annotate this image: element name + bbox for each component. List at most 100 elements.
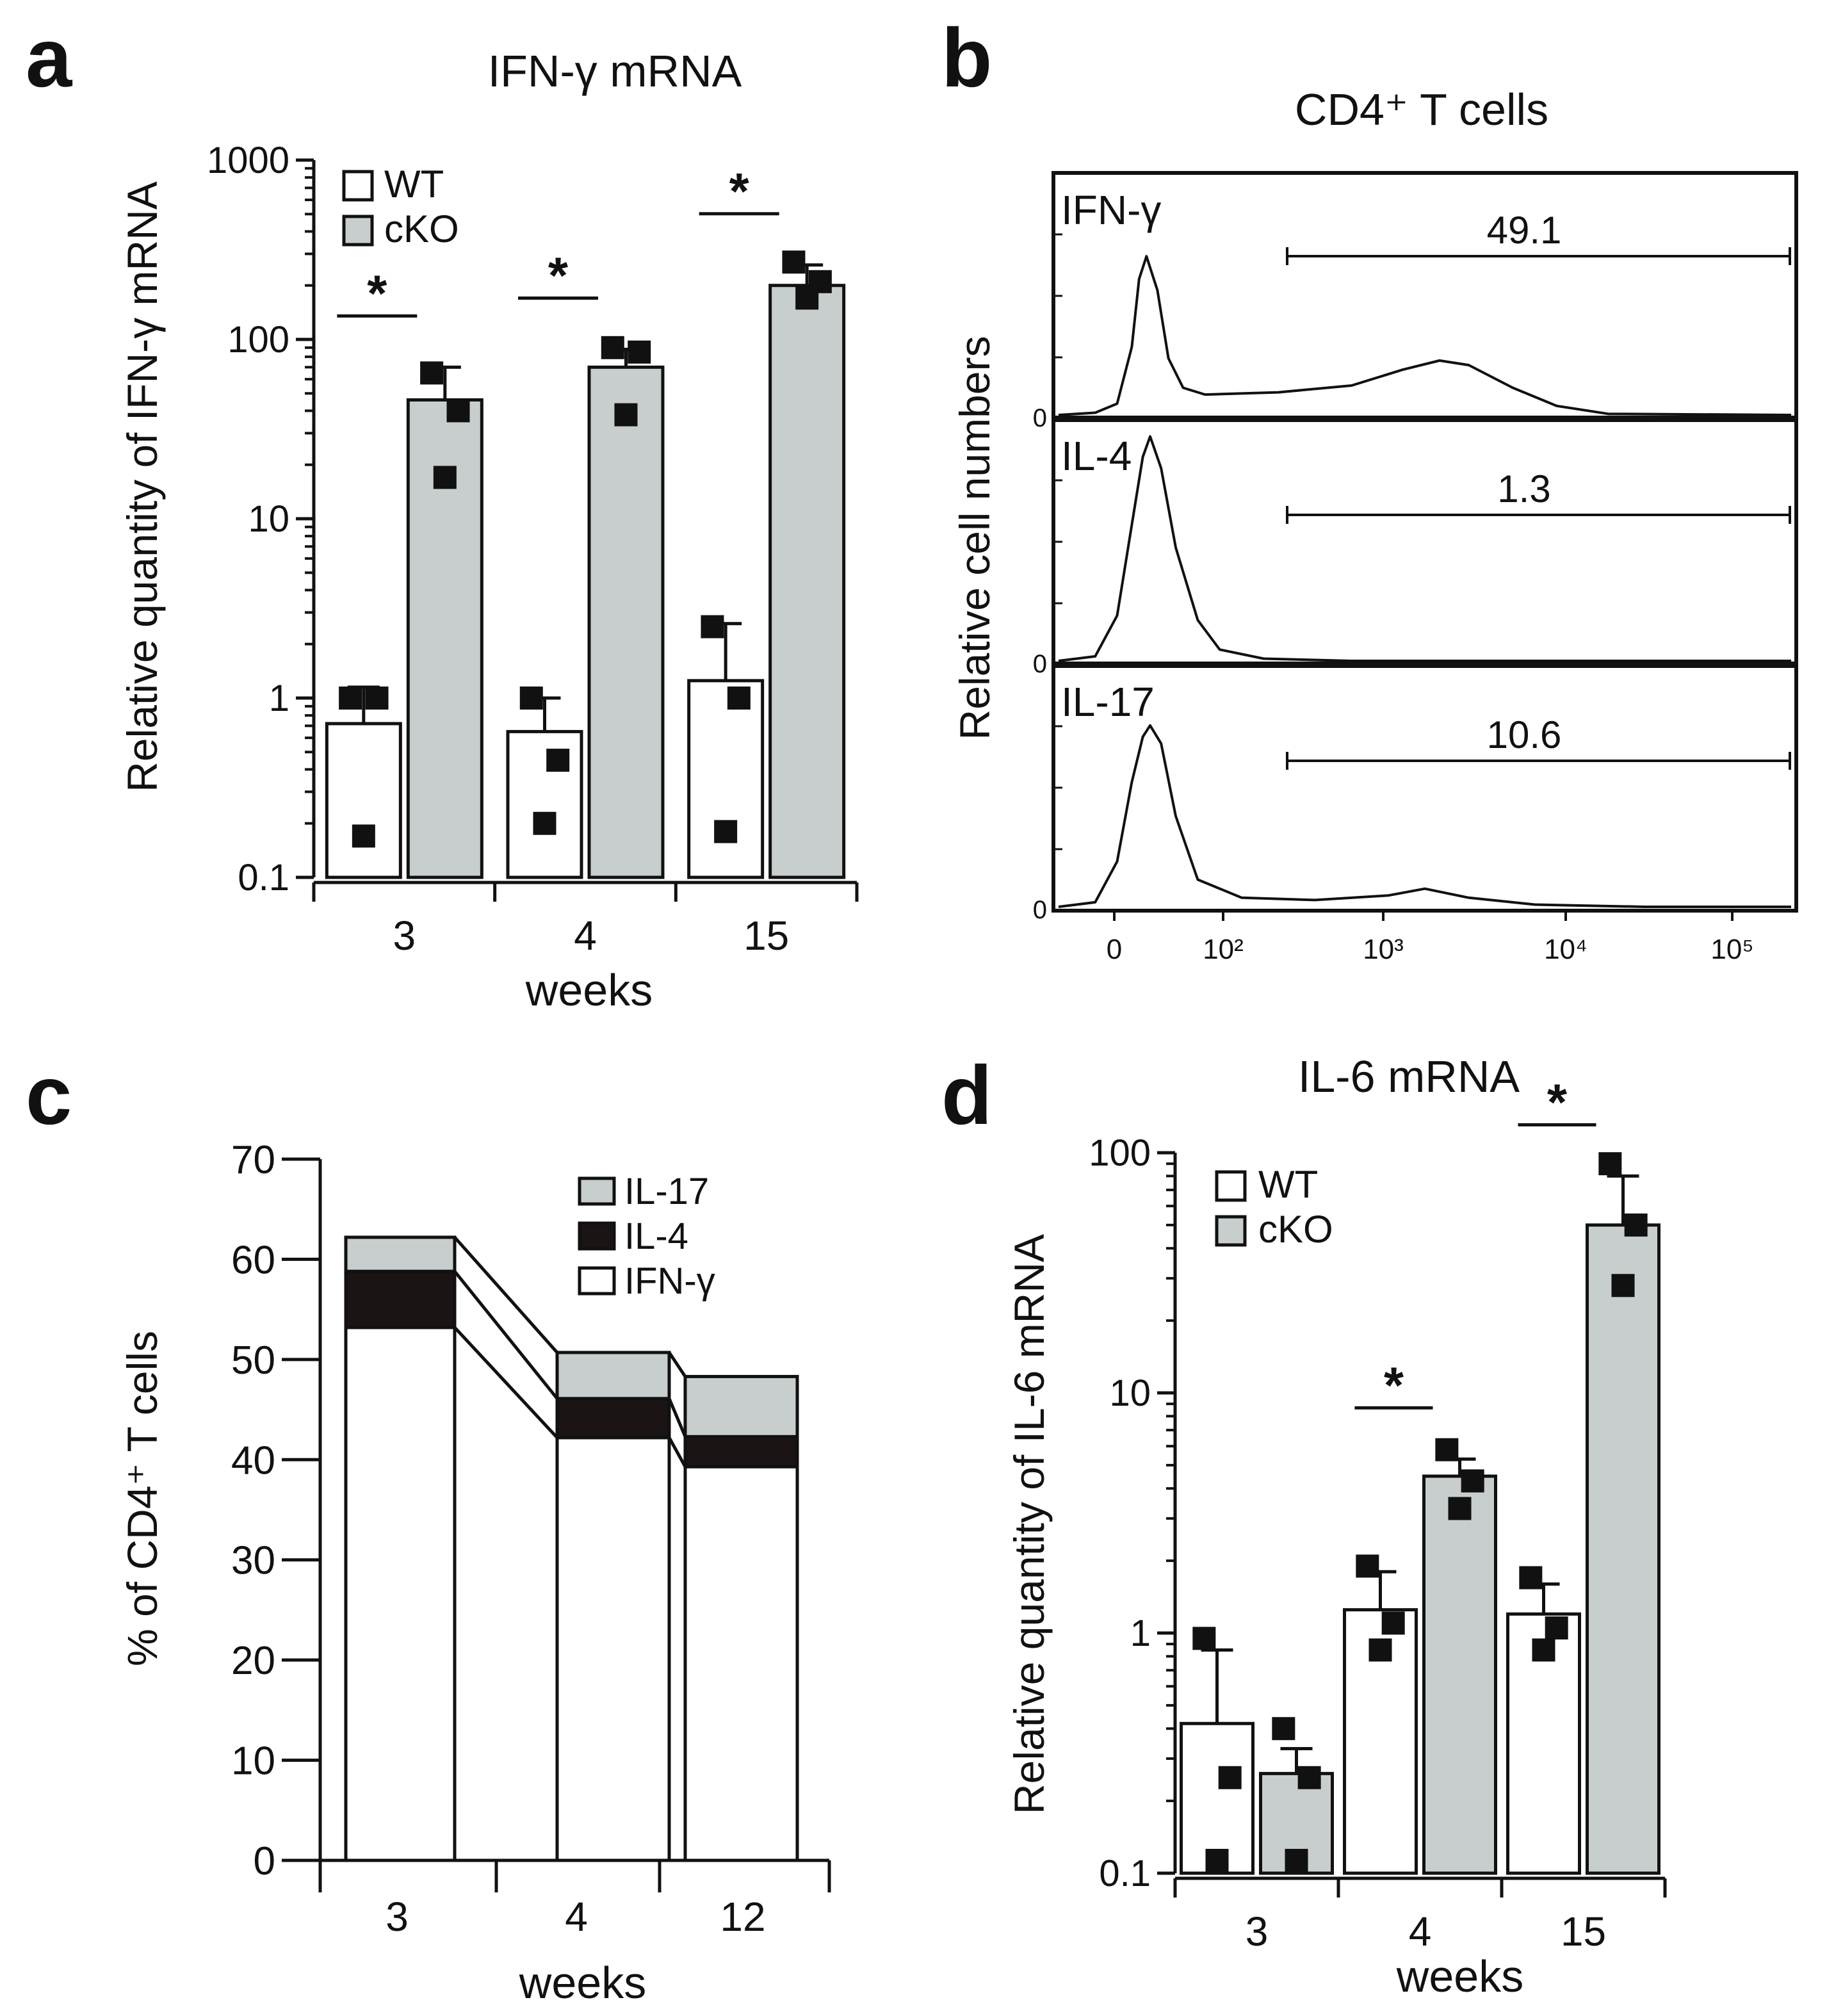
bar <box>587 365 665 879</box>
panel-letter-c: c <box>26 1048 72 1142</box>
legend-swatch-il4 <box>578 1221 616 1251</box>
gate-percent: 10.6 <box>1487 713 1562 756</box>
data-point <box>1598 1152 1622 1176</box>
data-point <box>1297 1766 1321 1789</box>
data-point <box>1532 1638 1555 1662</box>
significance-star: * <box>548 247 569 304</box>
y-tick-label: 0.1 <box>1099 1853 1151 1894</box>
stacked-segment <box>683 1374 799 1438</box>
data-point <box>1381 1611 1405 1635</box>
y-zero-label: 0 <box>1033 650 1047 678</box>
significance-star: * <box>367 264 387 321</box>
gate-percent: 1.3 <box>1497 467 1550 510</box>
bar <box>325 722 402 879</box>
y-tick-label: 10 <box>231 1739 275 1784</box>
y-zero-label: 0 <box>1033 404 1047 432</box>
y-tick-label: 40 <box>231 1438 275 1483</box>
y-tick-label: 50 <box>231 1338 275 1383</box>
data-point <box>701 615 724 638</box>
chart-d-xlabel: weeks <box>1396 1951 1523 2001</box>
chart-a-title: IFN-γ mRNA <box>488 46 742 96</box>
significance-star: * <box>1547 1073 1568 1130</box>
legend-swatch-ifng <box>578 1266 616 1296</box>
legend-label-il4: IL-4 <box>624 1215 688 1257</box>
bar <box>506 729 583 879</box>
x-tick-label: 10³ <box>1363 934 1404 965</box>
x-tick-label: 10² <box>1203 934 1244 965</box>
y-tick-label: 1 <box>1130 1613 1151 1654</box>
chart-b-ylabel: Relative cell numbers <box>951 336 998 740</box>
data-point <box>782 250 806 274</box>
panel-letter-d: d <box>941 1048 992 1142</box>
x-tick-label: 4 <box>574 913 597 959</box>
chart-d-legend: WT cKO <box>1215 1163 1333 1251</box>
x-tick-label: 3 <box>1246 1908 1269 1955</box>
panel-d: d IL-6 mRNA Relative quantity of IL-6 mR… <box>941 1048 1667 2001</box>
data-point <box>1218 1766 1242 1789</box>
y-tick-label: 1 <box>269 678 289 719</box>
data-point <box>352 824 375 848</box>
data-point <box>1448 1497 1472 1520</box>
stacked-segment <box>555 1397 671 1440</box>
data-point <box>433 466 457 489</box>
x-tick-label: 12 <box>720 1894 765 1940</box>
data-point <box>1205 1849 1229 1872</box>
data-point <box>1356 1554 1379 1578</box>
chart-a-legend: WT cKO <box>342 163 459 250</box>
legend-label-il17: IL-17 <box>624 1171 709 1212</box>
x-tick-label: 0 <box>1107 934 1122 965</box>
y-tick-label: 100 <box>227 319 289 361</box>
y-tick-label: 10 <box>248 498 289 540</box>
panel-letter-a: a <box>26 11 73 104</box>
legend-swatch-wt <box>342 170 374 202</box>
x-tick-label: 4 <box>1409 1908 1432 1955</box>
stacked-segment <box>344 1326 457 1862</box>
data-point <box>1368 1638 1392 1662</box>
legend-swatch-cko <box>342 215 374 247</box>
chart-c-ylabel: % of CD4⁺ T cells <box>118 1331 166 1666</box>
bar <box>687 679 765 879</box>
data-point <box>614 403 638 427</box>
x-tick-label: 15 <box>743 913 789 959</box>
x-tick-label: 3 <box>393 913 416 959</box>
data-point <box>519 687 543 710</box>
data-point <box>795 286 819 310</box>
bar <box>1343 1608 1418 1875</box>
x-tick-label: 15 <box>1561 1908 1606 1955</box>
bar <box>1180 1721 1255 1875</box>
data-point <box>1611 1274 1635 1297</box>
histogram-curve <box>1058 435 1791 662</box>
data-point <box>446 399 470 423</box>
data-point <box>601 336 624 359</box>
data-point <box>727 687 751 710</box>
chart-d-ylabel: Relative quantity of IL-6 mRNA <box>1005 1234 1053 1814</box>
legend-swatch-il17 <box>578 1176 616 1206</box>
y-tick-label: 30 <box>231 1539 275 1583</box>
legend-label-ifng: IFN-γ <box>624 1260 715 1302</box>
connector-line <box>667 1436 687 1468</box>
stacked-segment <box>344 1269 457 1329</box>
chart-c-legend: IL-17 IL-4 IFN-γ <box>578 1171 715 1302</box>
population-label: IL-17 <box>1061 679 1155 725</box>
chart-c-xlabel: weeks <box>519 1958 646 2008</box>
legend-swatch-wt-d <box>1215 1170 1247 1202</box>
chart-d-title: IL-6 mRNA <box>1298 1052 1520 1101</box>
data-point <box>1435 1438 1459 1461</box>
y-tick-label: 1000 <box>207 140 289 181</box>
connector-line <box>667 1351 687 1378</box>
connector-line <box>667 1397 687 1438</box>
significance-star: * <box>1384 1356 1404 1413</box>
connector-line <box>453 1270 558 1400</box>
stacked-segment <box>344 1235 457 1273</box>
stacked-segment <box>683 1435 799 1468</box>
y-zero-label: 0 <box>1033 896 1047 924</box>
data-point <box>1192 1627 1216 1650</box>
population-label: IFN-γ <box>1061 187 1161 233</box>
data-point <box>365 687 389 710</box>
legend-label-wt-d: WT <box>1258 1163 1318 1206</box>
panel-a: a IFN-γ mRNA Relative quantity of IFN-γ … <box>26 11 859 1015</box>
data-point <box>628 340 651 364</box>
data-point <box>533 811 556 835</box>
x-tick-label: 3 <box>386 1894 409 1940</box>
